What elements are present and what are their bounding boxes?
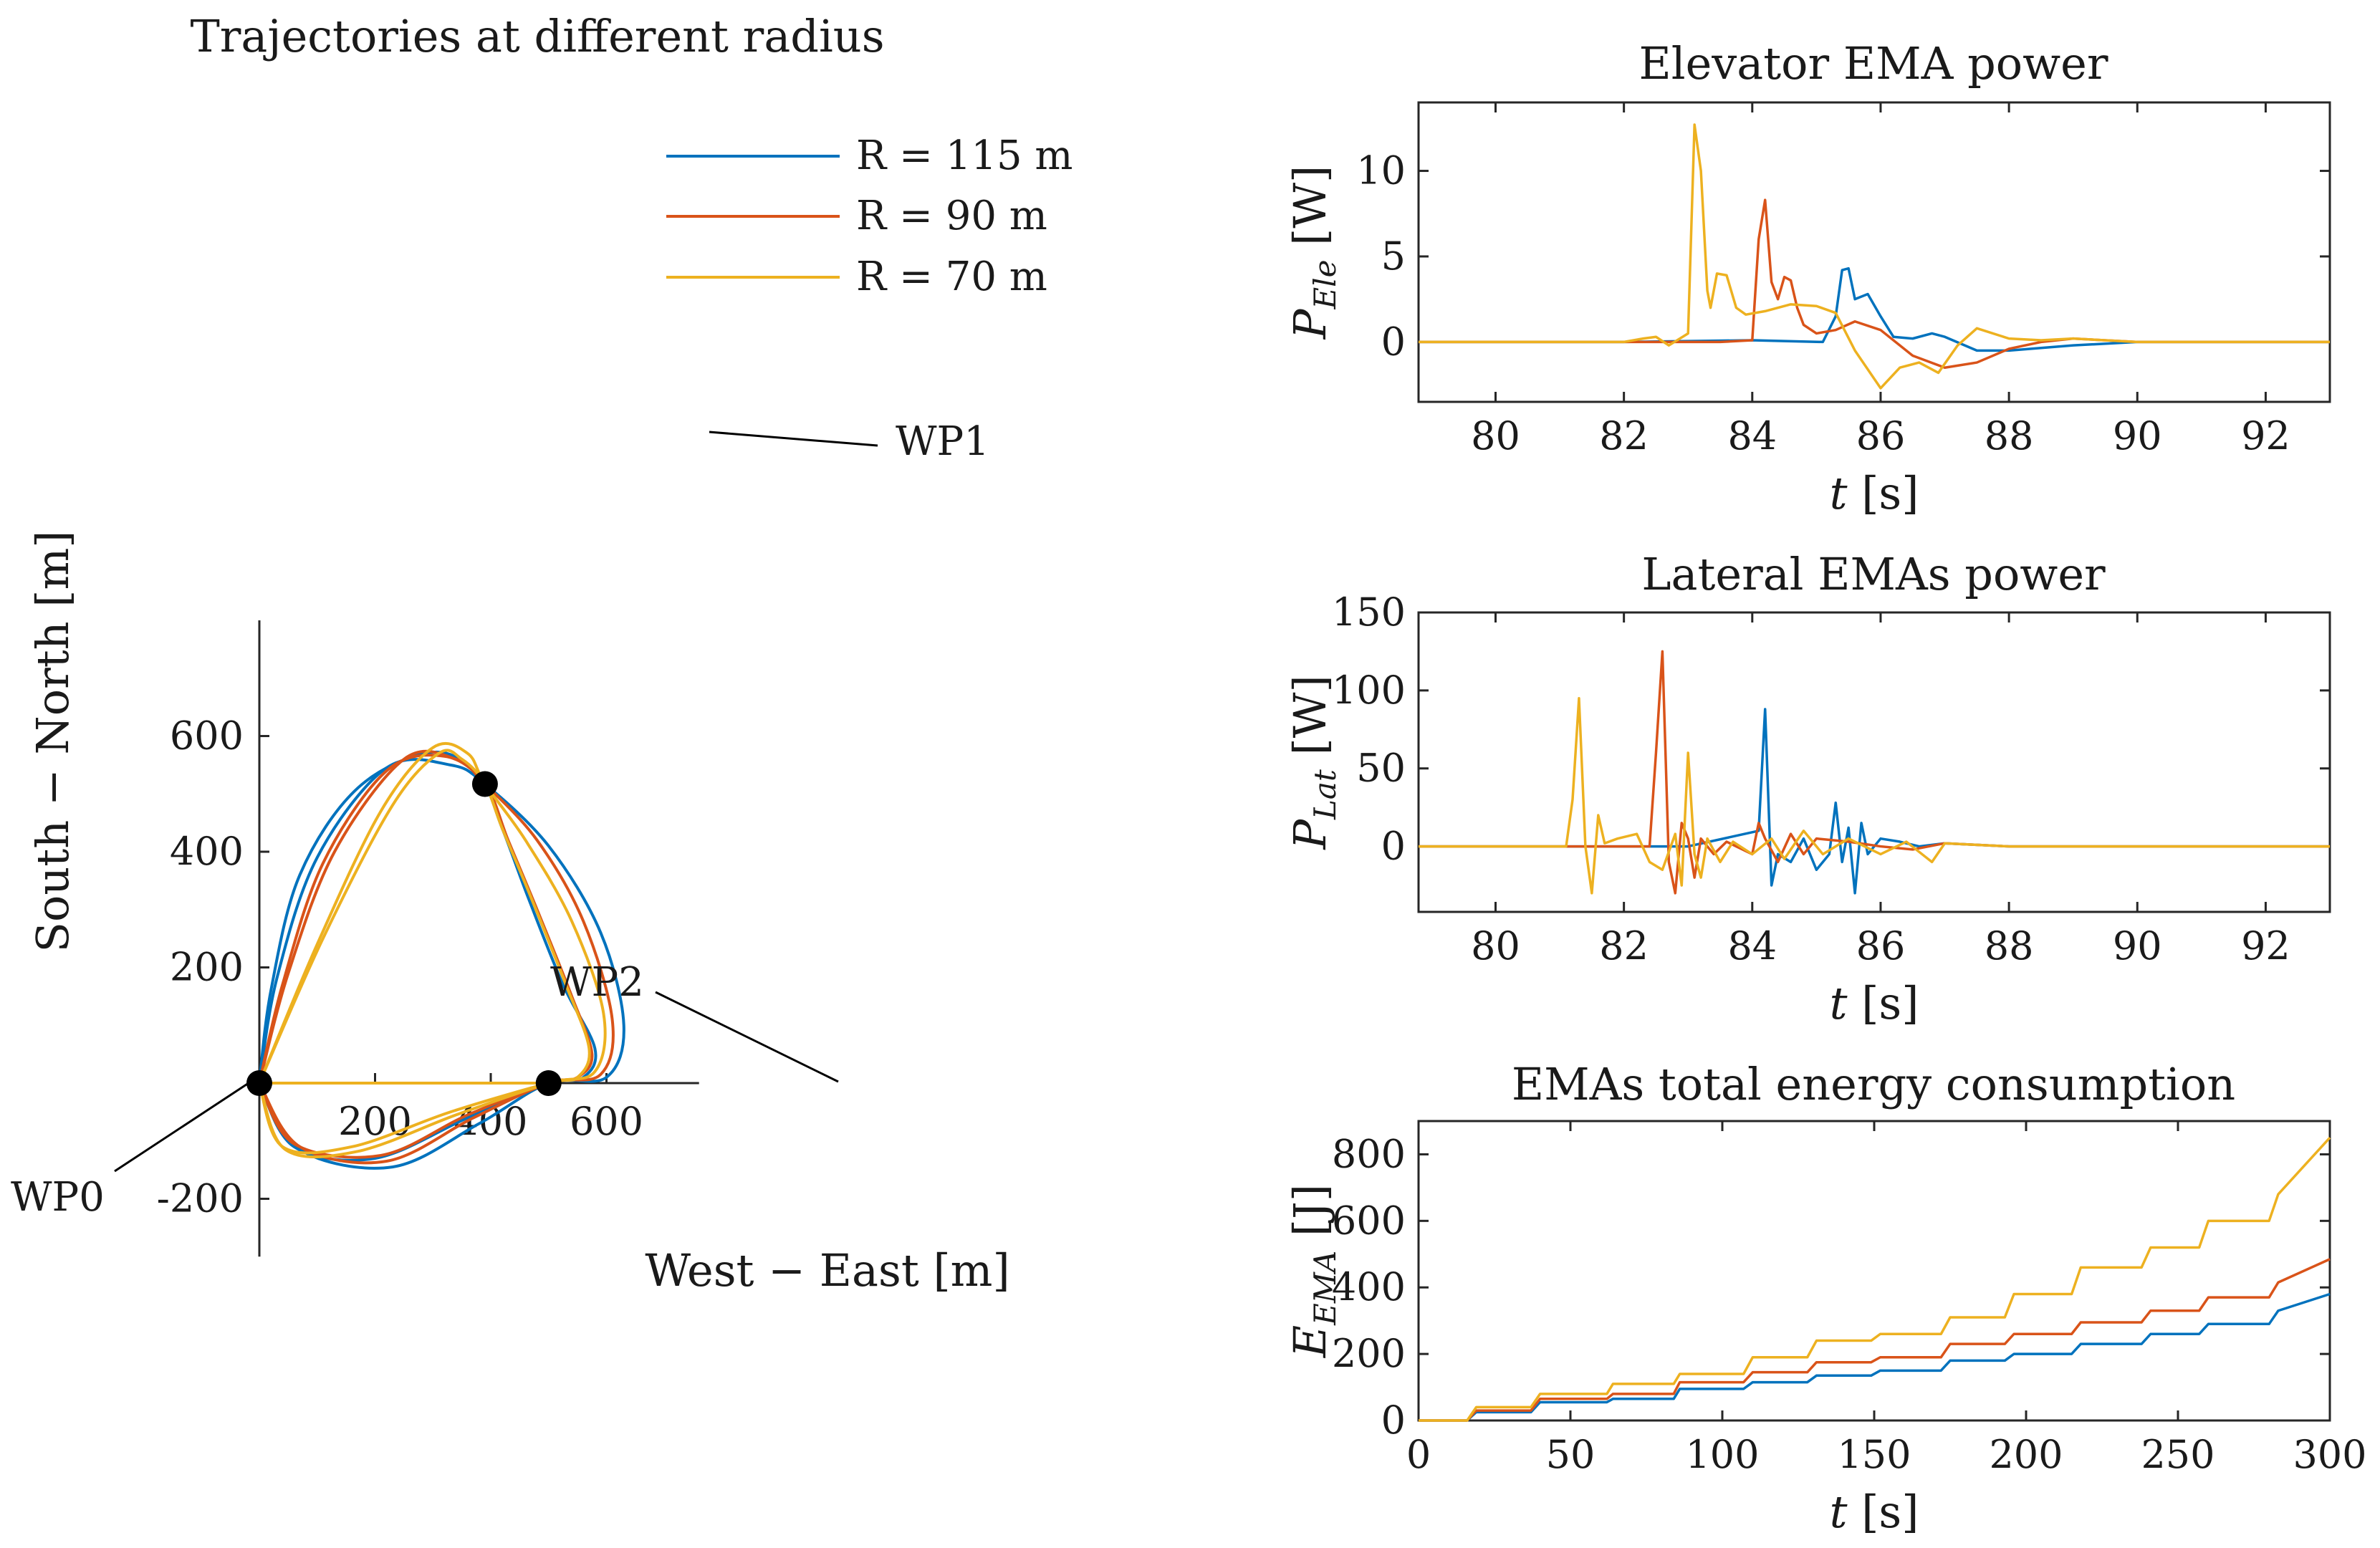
trajectory-xlabel: West − East [m] <box>645 1244 1009 1297</box>
lateral-power-ytick-label: 100 <box>1332 668 1406 713</box>
wp0-label: WP0 <box>11 1174 105 1221</box>
wp0-leader <box>114 1080 251 1173</box>
trajectory-lines <box>258 742 625 1170</box>
energy-ylabel: EEMA [J] <box>1284 1184 1343 1358</box>
trajectory-plot: Trajectories at different radius 200 400 6… <box>11 10 1073 1297</box>
elevator-power-plot: Elevator EMA power 80 82 84 86 88 90 92 0 5 10 t … <box>1284 37 2331 519</box>
lateral-power-xtick-label: 84 <box>1727 923 1777 968</box>
energy-ytick-label: 600 <box>1332 1198 1406 1243</box>
energy-xtick-label: 250 <box>2141 1432 2215 1477</box>
lateral-xlabel: t [s] <box>1830 977 1919 1029</box>
trajectory-xtick-label: 600 <box>570 1099 643 1144</box>
lateral-title: Lateral EMAs power <box>1641 548 2106 600</box>
elevator-power-xtick-label: 92 <box>2241 413 2290 458</box>
trajectory-line-r70m-0 <box>258 749 591 1155</box>
trajectory-ylabel: South − North [m] <box>27 531 79 953</box>
trajectory-ytick-label: 600 <box>170 713 244 759</box>
lateral-power-ytick-label: 50 <box>1356 746 1406 791</box>
elevator-ylabel: PEle [W] <box>1284 165 1343 340</box>
elevator-axes-box <box>1417 101 2331 403</box>
trajectory-ytick-label: -200 <box>157 1176 244 1221</box>
energy-plot: EMAs total energy consumption 0 50 100 150 2… <box>1284 1058 2367 1538</box>
legend-label-115: R = 115 m <box>856 133 1073 179</box>
elevator-power-line-r115m <box>1419 266 2330 352</box>
energy-xtick-label: 200 <box>1989 1432 2063 1477</box>
elevator-power-line-r90m <box>1419 198 2330 369</box>
elevator-power-xtick-label: 84 <box>1727 413 1777 458</box>
elevator-axes: 80 82 84 86 88 90 92 0 5 10 <box>1356 102 2330 458</box>
elevator-power-line-r70m <box>1419 123 2330 390</box>
lateral-power-line-r70m <box>1419 696 2330 895</box>
energy-line-r70m <box>1419 1137 2331 1422</box>
trajectory-title: Trajectories at different radius <box>190 10 884 62</box>
lateral-ylabel: PLat [W] <box>1284 675 1343 850</box>
energy-xtick-label: 50 <box>1546 1432 1596 1477</box>
energy-xtick-label: 0 <box>1406 1432 1431 1477</box>
trajectory-ytick-label: 400 <box>170 829 244 874</box>
trajectory-legend: R = 115 m R = 90 m R = 70 m <box>666 133 1073 300</box>
waypoint-marker-wp2 <box>535 1070 562 1096</box>
elevator-lines <box>1419 123 2330 390</box>
trajectory-line-r115m-1 <box>258 758 625 1170</box>
elevator-power-xtick-label: 82 <box>1599 413 1649 458</box>
waypoint-marker-wp1 <box>471 771 498 797</box>
elevator-power-xtick-label: 88 <box>1985 413 2034 458</box>
legend-label-90: R = 90 m <box>856 193 1047 239</box>
wp1-label: WP1 <box>896 418 989 465</box>
elevator-power-xtick-label: 90 <box>2113 413 2162 458</box>
elevator-power-ytick-label: 5 <box>1381 234 1406 279</box>
elevator-power-ytick-label: 0 <box>1381 319 1406 364</box>
energy-axes-box <box>1417 1120 2331 1422</box>
trajectory-line-r70m-1 <box>258 742 607 1159</box>
energy-ytick-label: 0 <box>1381 1398 1406 1443</box>
wp1-leader <box>709 431 878 447</box>
energy-title: EMAs total energy consumption <box>1512 1058 2235 1110</box>
lateral-power-ytick-label: 0 <box>1381 824 1406 869</box>
lateral-power-ytick-label: 150 <box>1332 590 1406 635</box>
waypoints: WP1 WP2 WP0 <box>11 418 989 1221</box>
energy-ytick-label: 200 <box>1332 1331 1406 1376</box>
trajectory-line-r90m-1 <box>258 749 615 1165</box>
lateral-power-xtick-label: 88 <box>1985 923 2034 968</box>
lateral-power-plot: Lateral EMAs power 80 82 84 86 88 90 92 0 50 100 1… <box>1284 548 2331 1029</box>
energy-xtick-label: 100 <box>1685 1432 1759 1477</box>
energy-axes: 0 50 100 150 200 250 300 0 200 400 600 800 <box>1332 1121 2367 1477</box>
lateral-axes: 80 82 84 86 88 90 92 0 50 100 150 <box>1332 590 2330 968</box>
lateral-power-line-r115m <box>1419 708 2330 895</box>
elevator-power-xtick-label: 86 <box>1856 413 1906 458</box>
elevator-power-ytick-label: 10 <box>1356 148 1406 193</box>
energy-xlabel: t [s] <box>1830 1486 1919 1538</box>
energy-ytick-label: 800 <box>1332 1131 1406 1176</box>
energy-xtick-label: 300 <box>2293 1432 2366 1477</box>
energy-line-r90m <box>1419 1258 2331 1422</box>
elevator-xlabel: t [s] <box>1830 467 1919 519</box>
energy-line-r115m <box>1419 1292 2331 1422</box>
trajectory-line-r90m-0 <box>258 754 594 1159</box>
lateral-power-xtick-label: 82 <box>1599 923 1649 968</box>
lateral-power-line-r90m <box>1419 650 2330 895</box>
lateral-power-xtick-label: 80 <box>1471 923 1520 968</box>
lateral-power-xtick-label: 92 <box>2241 923 2290 968</box>
lateral-axes-box <box>1417 611 2331 913</box>
energy-ytick-label: 400 <box>1332 1264 1406 1309</box>
elevator-power-xtick-label: 80 <box>1471 413 1520 458</box>
wp2-leader <box>655 991 839 1083</box>
wp2-label: WP2 <box>550 959 644 1006</box>
lateral-lines <box>1419 650 2330 895</box>
legend-label-70: R = 70 m <box>856 254 1047 300</box>
lateral-power-xtick-label: 90 <box>2113 923 2162 968</box>
energy-lines <box>1419 1137 2331 1422</box>
lateral-power-xtick-label: 86 <box>1856 923 1906 968</box>
waypoint-marker-wp0 <box>246 1070 272 1096</box>
trajectory-line-r115m-0 <box>258 750 598 1162</box>
elevator-title: Elevator EMA power <box>1639 37 2108 90</box>
energy-xtick-label: 150 <box>1837 1432 1911 1477</box>
trajectory-ytick-label: 200 <box>170 945 244 990</box>
